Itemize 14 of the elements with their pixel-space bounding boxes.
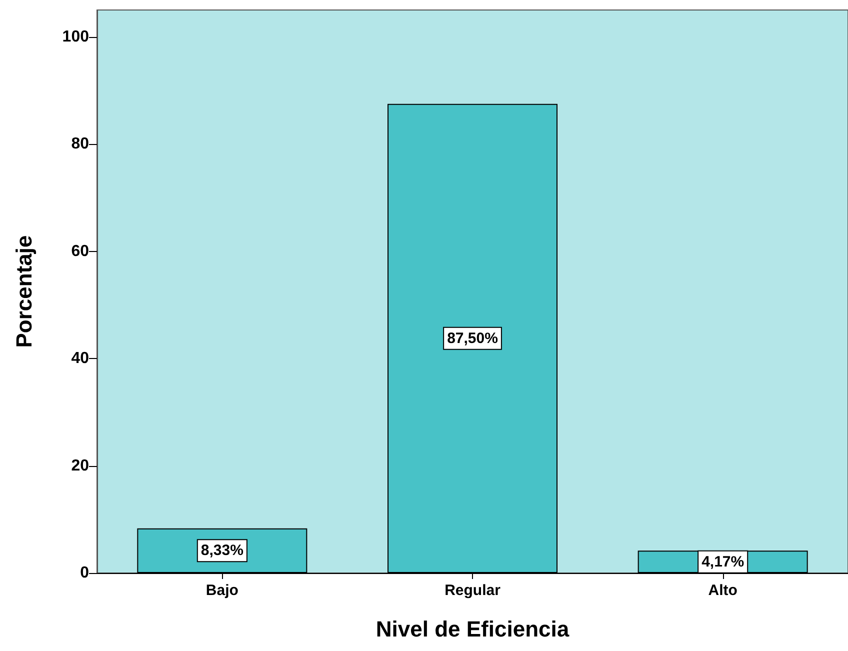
y-tick-label: 0 — [80, 564, 90, 582]
data-label: 8,33% — [200, 542, 244, 560]
y-tick-label: 20 — [71, 457, 90, 474]
y-tick-label: 60 — [71, 242, 90, 260]
y-tick-label: 40 — [71, 350, 90, 368]
data-label: 4,17% — [702, 553, 744, 570]
y-tick-label: 100 — [62, 28, 90, 46]
x-axis-title: Nivel de Eficiencia — [376, 616, 570, 642]
x-tick-label: Alto — [708, 582, 738, 599]
x-tick-label: Regular — [444, 582, 501, 599]
data-label: 87,50% — [447, 330, 498, 347]
y-axis-title: Porcentaje — [12, 235, 36, 348]
y-tick-label: 80 — [71, 136, 90, 153]
x-tick-label: Bajo — [206, 582, 238, 599]
